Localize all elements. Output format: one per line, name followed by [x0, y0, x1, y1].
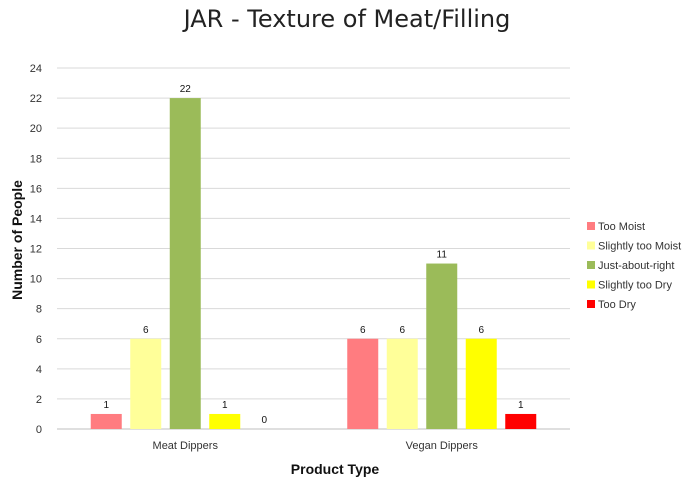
- data-label: 6: [360, 325, 366, 336]
- bar: [347, 338, 379, 429]
- x-category-label: Vegan Dippers: [406, 440, 479, 452]
- legend-label: Slightly too Moist: [598, 241, 681, 253]
- y-tick-label: 20: [30, 123, 42, 135]
- y-tick-label: 10: [30, 274, 42, 286]
- y-tick-label: 22: [30, 93, 42, 105]
- data-label: 11: [437, 250, 448, 261]
- legend-swatch: [587, 261, 595, 269]
- y-tick-label: 12: [30, 244, 42, 256]
- y-tick-label: 18: [30, 153, 42, 165]
- data-label: 6: [143, 325, 149, 336]
- x-category-label: Meat Dippers: [153, 440, 219, 452]
- legend: Too Moist Slightly too Moist Just-about-ri…: [587, 221, 681, 311]
- bar: [169, 98, 201, 429]
- legend-swatch: [587, 300, 595, 308]
- y-tick-label: 4: [36, 364, 42, 376]
- data-label: 0: [261, 415, 267, 426]
- legend-label: Too Dry: [598, 299, 636, 311]
- bar: [209, 413, 241, 429]
- y-tick-label: 2: [36, 394, 42, 406]
- legend-label: Slightly too Dry: [598, 280, 672, 292]
- y-tick-label: 14: [30, 213, 42, 225]
- data-label: 6: [399, 325, 405, 336]
- bars: [90, 98, 537, 429]
- bar: [130, 338, 162, 429]
- chart-title: JAR - Texture of Meat/Filling: [182, 5, 511, 33]
- data-label: 1: [518, 400, 524, 411]
- data-label: 1: [103, 400, 109, 411]
- x-axis-categories: Meat Dippers Vegan Dippers: [153, 440, 479, 452]
- y-tick-label: 0: [36, 424, 42, 436]
- data-label: 1: [222, 400, 228, 411]
- legend-label: Just-about-right: [598, 260, 674, 272]
- legend-swatch: [587, 280, 595, 289]
- y-tick-label: 24: [30, 63, 42, 75]
- y-axis-title: Number of People: [9, 180, 25, 300]
- y-tick-label: 8: [36, 304, 42, 316]
- legend-swatch: [587, 241, 595, 250]
- data-label: 6: [478, 325, 484, 336]
- y-tick-label: 6: [36, 334, 42, 346]
- legend-swatch: [587, 222, 595, 230]
- bar: [386, 338, 418, 429]
- data-labels: 1 6 22 1 0 6 6 11 6 1: [103, 84, 524, 426]
- y-tick-label: 16: [30, 183, 42, 195]
- bar: [90, 413, 122, 429]
- legend-label: Too Moist: [598, 221, 645, 233]
- bar: [505, 413, 537, 429]
- bar: [426, 263, 458, 429]
- bar: [465, 338, 497, 429]
- x-axis-title: Product Type: [291, 461, 380, 477]
- data-label: 22: [180, 84, 192, 95]
